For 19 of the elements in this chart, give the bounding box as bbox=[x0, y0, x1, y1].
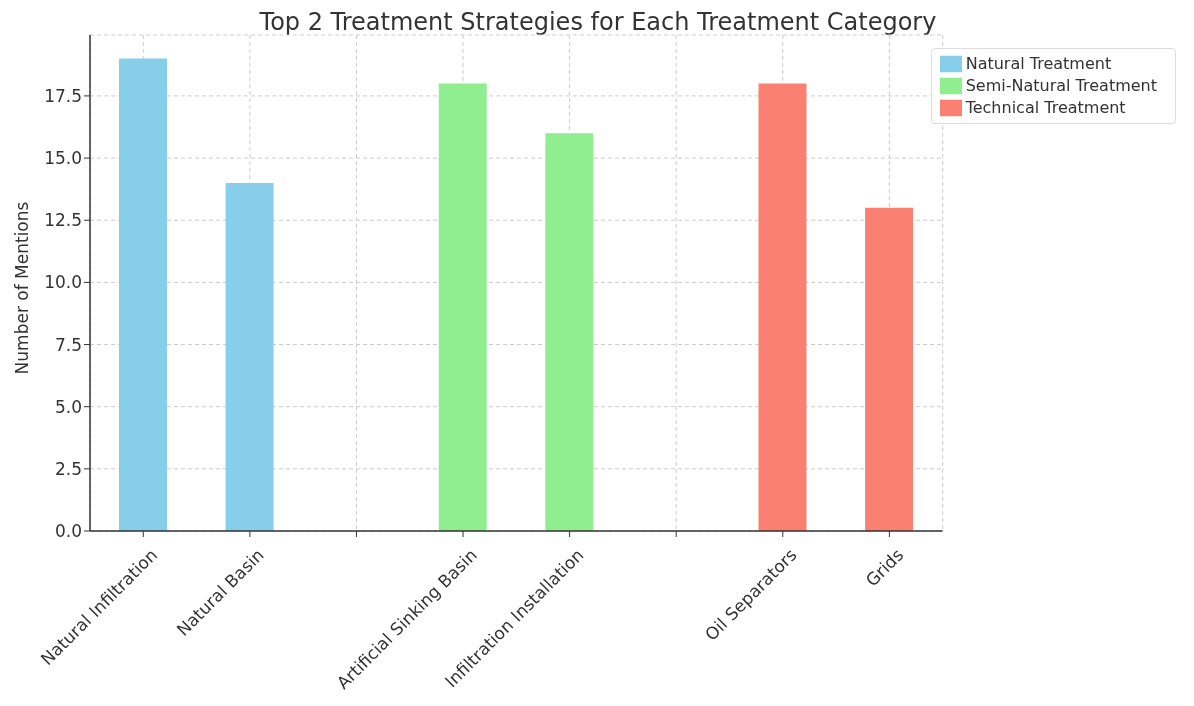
chart-title: Top 2 Treatment Strategies for Each Treatment Category bbox=[258, 8, 938, 36]
y-tick-label: 0.0 bbox=[54, 521, 82, 542]
y-tick-label: 5.0 bbox=[54, 396, 82, 417]
bar bbox=[545, 133, 594, 531]
y-tick-label: 17.5 bbox=[44, 85, 82, 106]
legend-label: Technical Treatment bbox=[965, 97, 1126, 117]
bar bbox=[758, 83, 807, 531]
y-tick-label: 2.5 bbox=[54, 458, 82, 479]
bar bbox=[865, 207, 914, 531]
bar bbox=[119, 58, 167, 531]
bar bbox=[225, 182, 274, 531]
y-tick-label: 12.5 bbox=[44, 210, 82, 231]
y-axis-title: Number of Mentions bbox=[12, 201, 32, 375]
y-tick-label: 10.0 bbox=[44, 272, 82, 293]
y-tick-label: 7.5 bbox=[54, 334, 82, 355]
legend-label: Semi-Natural Treatment bbox=[965, 75, 1157, 95]
legend-label: Natural Treatment bbox=[965, 53, 1112, 73]
y-tick-label: 15.0 bbox=[44, 148, 82, 169]
bar bbox=[438, 83, 487, 531]
